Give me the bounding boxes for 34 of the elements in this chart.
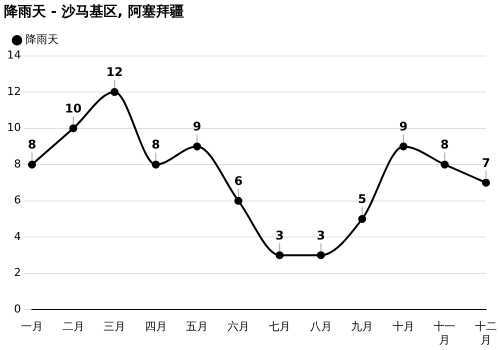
x-tick-label: 三月 xyxy=(104,320,126,334)
data-label: 8 xyxy=(28,138,36,152)
data-label: 3 xyxy=(275,228,284,242)
chart-title: 降雨天 - 沙马基区, 阿塞拜疆 xyxy=(4,3,184,20)
x-tick-label: 十一月 xyxy=(434,320,456,346)
data-label: 3 xyxy=(316,228,326,242)
data-label: 7 xyxy=(482,156,490,170)
x-tick-label: 十二月 xyxy=(475,320,497,346)
data-label: 6 xyxy=(234,174,243,188)
data-label: 5 xyxy=(358,192,366,206)
y-tick-label: 0 xyxy=(14,302,21,316)
x-tick-label: 五月 xyxy=(186,320,208,334)
data-label: 8 xyxy=(440,138,449,152)
y-tick-label: 2 xyxy=(14,266,21,280)
x-tick-label: 四月 xyxy=(144,320,167,334)
x-tick-label: 一月 xyxy=(20,320,43,334)
legend-label: 降雨天 xyxy=(26,33,58,46)
x-tick-label: 八月 xyxy=(310,320,332,334)
x-tick-label: 十月 xyxy=(392,320,414,334)
y-tick-label: 12 xyxy=(6,84,21,98)
data-label: 8 xyxy=(152,138,160,152)
x-tick-label: 七月 xyxy=(268,320,291,334)
data-label: 10 xyxy=(64,101,82,116)
data-label: 9 xyxy=(192,120,202,134)
data-label: 9 xyxy=(399,120,408,134)
y-tick-label: 10 xyxy=(6,121,21,134)
x-tick-label: 六月 xyxy=(227,320,250,334)
y-tick-label: 4 xyxy=(14,230,21,243)
x-tick-label: 二月 xyxy=(62,320,84,334)
data-label: 12 xyxy=(106,65,123,80)
y-tick-label: 6 xyxy=(14,194,21,207)
y-tick-label: 8 xyxy=(14,157,21,170)
x-tick-label: 九月 xyxy=(351,320,374,334)
y-tick-label: 14 xyxy=(6,48,21,62)
